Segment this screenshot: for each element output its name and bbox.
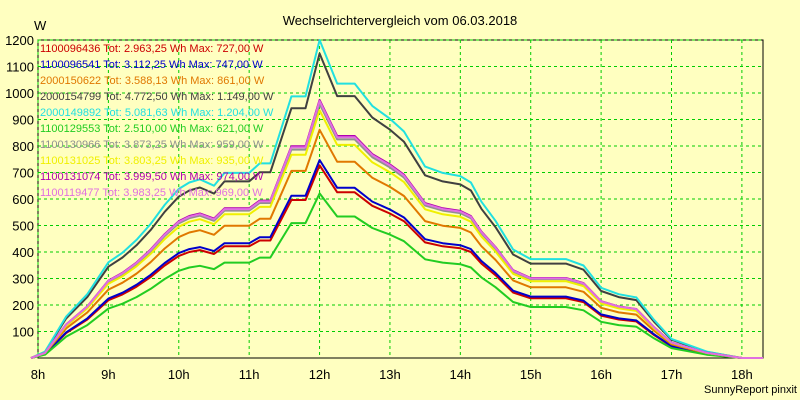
- y-tick-label: 600: [12, 192, 34, 207]
- gridlines: [37, 39, 763, 358]
- y-tick-label: 900: [12, 113, 34, 128]
- y-tick-label: 1200: [5, 33, 34, 48]
- legend-entry-1: 1100096436 Tot: 2.963,25 Wh Max: 727,00 …: [40, 43, 264, 55]
- x-tick-label: 9h: [101, 367, 115, 382]
- legend-entry-6: 1100129553 Tot: 2.510,00 Wh Max: 621,00 …: [40, 123, 264, 135]
- legend-entry-2: 1100096541 Tot: 3.112,25 Wh Max: 747,00 …: [40, 59, 263, 71]
- x-tick-label: 16h: [590, 367, 612, 382]
- x-tick-label: 12h: [309, 367, 331, 382]
- y-axis-unit: W: [34, 18, 47, 33]
- y-tick-label: 300: [12, 272, 34, 287]
- series-line-5: [30, 39, 763, 359]
- x-tick-label: 11h: [239, 367, 260, 382]
- y-tick-label: 500: [12, 219, 34, 234]
- x-tick-label: 18h: [731, 367, 753, 382]
- y-tick-label: 800: [12, 139, 34, 154]
- series-line-3: [30, 128, 763, 359]
- x-tick-label: 13h: [379, 367, 401, 382]
- series-line-10: [30, 100, 763, 359]
- y-tick-label: 1000: [5, 86, 34, 101]
- x-tick-label: 8h: [31, 367, 45, 382]
- legend-entry-4: 2000154799 Tot: 4.772,50 Wh Max: 1.149,0…: [40, 91, 274, 103]
- y-tick-label: 100: [12, 325, 34, 340]
- legend-entry-8: 1100131025 Tot: 3.803,25 Wh Max: 935,00 …: [40, 155, 264, 167]
- series-line-4: [30, 52, 763, 359]
- legend-entry-10: 1100119477 Tot: 3.983,25 Wh Max: 969,00 …: [40, 187, 263, 199]
- legend-entry-7: 1100130966 Tot: 3.873,25 Wh Max: 959,00 …: [40, 139, 264, 151]
- chart-title: Wechselrichtervergleich vom 06.03.2018: [283, 13, 518, 28]
- series-lines: [30, 39, 763, 359]
- x-tick-label: 14h: [449, 367, 471, 382]
- x-tick-label: 10h: [168, 367, 190, 382]
- y-tick-label: 1100: [6, 60, 34, 75]
- series-line-8: [30, 109, 763, 359]
- y-tick-labels: 100 200 300 400 500 600 700 800 900 1000 1100 1200: [5, 33, 34, 340]
- series-line-6: [30, 192, 763, 359]
- y-tick-label: 200: [12, 298, 34, 313]
- legend-entry-3: 2000150622 Tot: 3.588,13 Wh Max: 861,00 …: [40, 75, 265, 87]
- x-tick-label: 17h: [661, 367, 683, 382]
- footer-credit: SunnyReport pinxit: [704, 384, 797, 396]
- y-tick-label: 700: [12, 166, 34, 181]
- legend-entry-5: 2000149892 Tot: 5.081,63 Wh Max: 1.204,0…: [40, 107, 274, 119]
- x-tick-labels: 8h 9h 10h 11h 12h 13h 14h 15h 16h 17h 18h: [31, 367, 753, 382]
- legend-entry-9: 1100131074 Tot: 3.999,50 Wh Max: 974,00 …: [40, 171, 264, 183]
- y-tick-label: 400: [12, 245, 34, 260]
- legend: 1100096436 Tot: 2.963,25 Wh Max: 727,00 …: [40, 43, 274, 199]
- series-line-2: [30, 159, 763, 359]
- series-line-1: [30, 164, 763, 359]
- x-tick-label: 15h: [520, 367, 542, 382]
